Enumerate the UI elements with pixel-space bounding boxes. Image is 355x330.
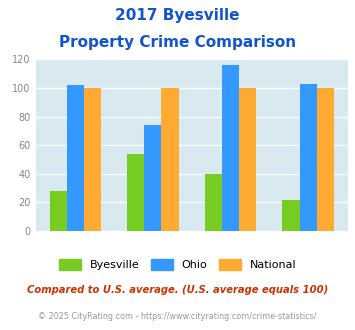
Bar [67, 85, 84, 231]
Bar [144, 125, 162, 231]
Text: Compared to U.S. average. (U.S. average equals 100): Compared to U.S. average. (U.S. average … [27, 285, 328, 295]
Bar [50, 191, 67, 231]
Text: Property Crime Comparison: Property Crime Comparison [59, 35, 296, 50]
Bar [317, 88, 334, 231]
Bar [239, 88, 256, 231]
Legend: Byesville, Ohio, National: Byesville, Ohio, National [54, 255, 301, 275]
Bar [162, 88, 179, 231]
Bar [84, 88, 101, 231]
Bar [205, 174, 222, 231]
Bar [283, 200, 300, 231]
Text: © 2025 CityRating.com - https://www.cityrating.com/crime-statistics/: © 2025 CityRating.com - https://www.city… [38, 312, 317, 321]
Text: 2017 Byesville: 2017 Byesville [115, 8, 240, 23]
Bar [127, 154, 144, 231]
Bar [222, 65, 239, 231]
Bar [300, 84, 317, 231]
